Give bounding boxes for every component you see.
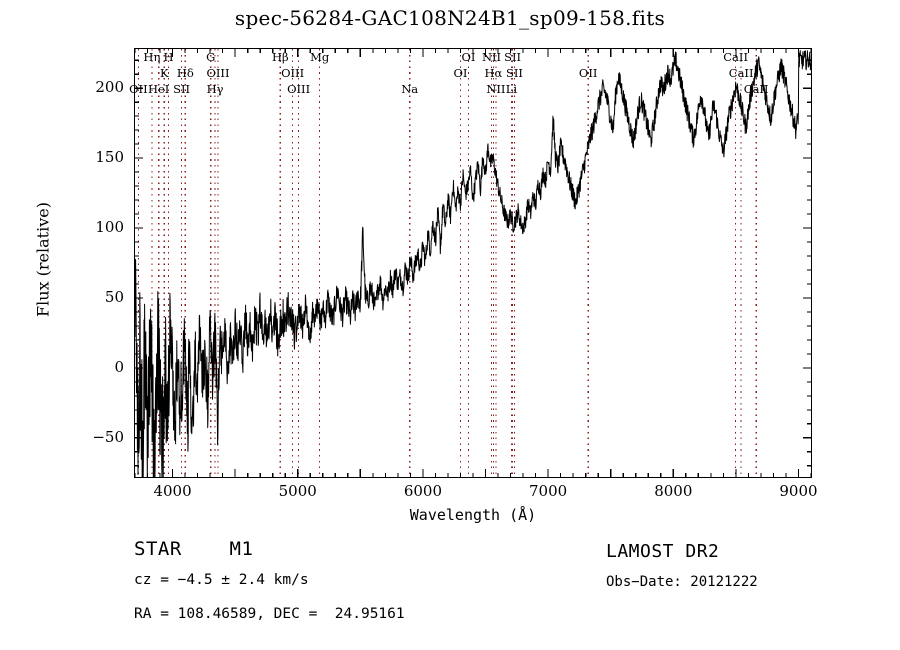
spectrum-svg [135, 49, 811, 477]
line-label-CaII-8662: CaII [743, 82, 769, 96]
y-tick--50: −50 [92, 427, 124, 446]
line-label-SII-6716: SII [504, 50, 522, 64]
x-tick-4000: 4000 [153, 482, 192, 500]
line-label-H-4861: Hβ [271, 50, 289, 64]
page-title: spec-56284-GAC108N24B1_sp09-158.fits [234, 6, 666, 30]
line-label-OI-6300: OI [453, 66, 468, 80]
object-class: STAR M1 [134, 538, 254, 560]
line-label-HeI-3889: HeI [147, 82, 170, 96]
line-label-G-4305: G [206, 50, 216, 64]
spectrum-plot [134, 48, 812, 478]
redshift-velocity: cz = −4.5 ± 2.4 km/s [134, 572, 309, 588]
line-label-NII-6583: NII [486, 82, 506, 96]
coordinates: RA = 108.46589, DEC = 24.95161 [134, 606, 405, 622]
x-axis-title: Wavelength (Å) [409, 506, 537, 524]
line-label-OIII-4363: OIII [206, 66, 230, 80]
y-tick-150: 150 [95, 148, 124, 167]
observation-date: Obs−Date: 20121222 [606, 574, 758, 590]
line-label-Na-5894: Na [401, 82, 419, 96]
y-tick-100: 100 [95, 218, 124, 237]
y-tick-200: 200 [95, 78, 124, 97]
line-label-NII-6548: NII [481, 50, 502, 64]
y-tick-50: 50 [104, 287, 124, 306]
line-label-H-3968: H [163, 50, 174, 64]
line-label-OIII-4959: OIII [281, 66, 305, 80]
line-label-CaII-8542: CaII [728, 66, 754, 80]
x-tick-7000: 7000 [529, 482, 568, 500]
line-label-SII-6731: SII [505, 66, 523, 80]
line-label-K-3934: K [159, 66, 169, 80]
line-label-Li-6707: Li [505, 82, 518, 96]
plot-inner [135, 49, 811, 477]
line-label-H-3835: Hη [143, 50, 161, 64]
y-tick-0: 0 [114, 357, 124, 376]
line-label-H-4102: Hδ [176, 66, 194, 80]
x-tick-5000: 5000 [278, 482, 317, 500]
y-axis-title: Flux (relative) [33, 202, 53, 317]
line-label-SII-4072: SII [173, 82, 191, 96]
line-label-OII-3727: OII [129, 82, 148, 96]
survey-name: LAMOST DR2 [606, 541, 720, 562]
x-tick-9000: 9000 [779, 482, 818, 500]
line-label-H-4340: Hγ [206, 82, 224, 96]
line-label-OII-7320: OII [578, 66, 598, 80]
line-label-OI-6364: OI [461, 50, 476, 64]
line-label-CaII-8498: CaII [723, 50, 748, 64]
line-label-H-6563: Hα [484, 66, 503, 80]
x-tick-8000: 8000 [654, 482, 693, 500]
x-tick-6000: 6000 [403, 482, 443, 500]
line-label-Mg-5175: Mg [310, 50, 330, 64]
line-label-OIII-5007: OIII [287, 82, 311, 96]
